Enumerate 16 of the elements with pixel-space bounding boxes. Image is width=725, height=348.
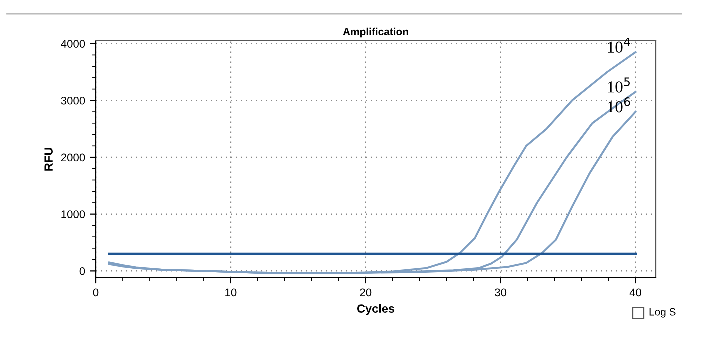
y-tick-label: 2000: [61, 154, 86, 162]
y-axis-title: RFU: [44, 148, 53, 171]
x-tick-label: 0: [93, 288, 99, 297]
x-axis-title: Cycles: [357, 304, 395, 316]
x-tick-label: 30: [495, 288, 507, 297]
series-label: 10$^{6}$: [608, 97, 630, 113]
text: Log S: [650, 308, 676, 318]
chart-title: Amplification: [343, 28, 408, 38]
x-tick-label: 40: [630, 288, 642, 297]
y-tick-label: 4000: [61, 40, 86, 48]
y-tick-label: 0: [80, 267, 86, 276]
series-label: 10$^{5}$: [608, 78, 630, 93]
y-tick-label: 1000: [62, 210, 86, 218]
x-tick-label: 20: [360, 288, 372, 297]
y-tick-label: 3000: [61, 96, 86, 105]
x-tick-label: 10: [226, 288, 237, 297]
